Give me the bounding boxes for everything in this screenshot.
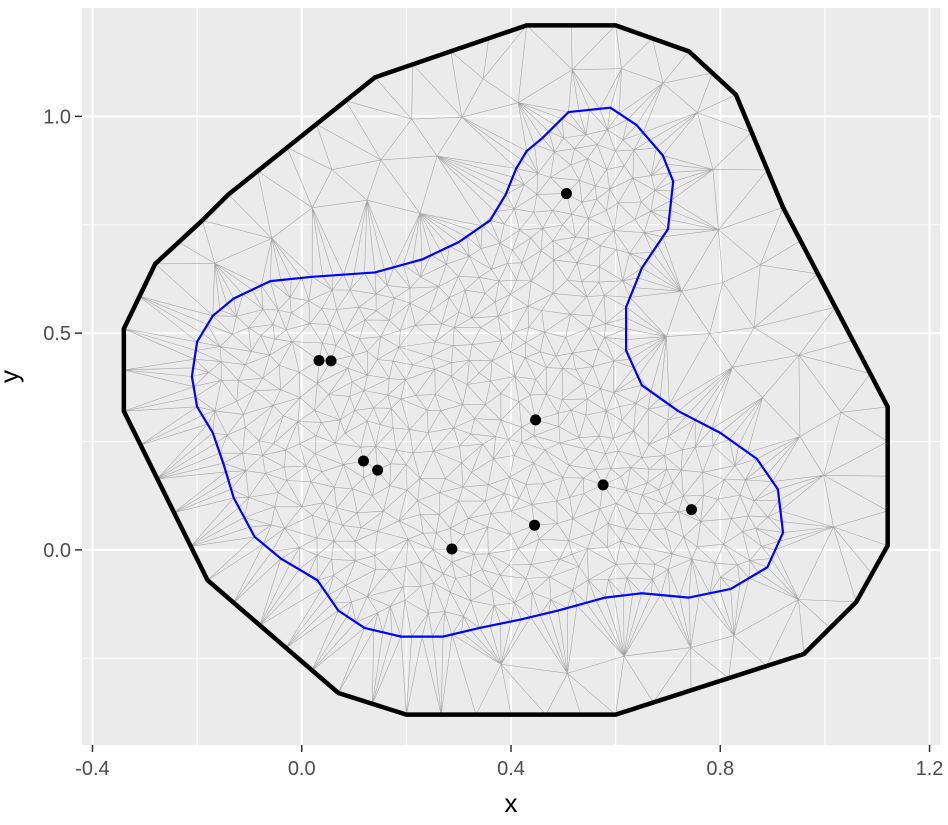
data-point — [446, 543, 458, 555]
y-tick-label: 0.0 — [43, 540, 71, 562]
data-point — [357, 455, 369, 467]
x-tick-label: 0.8 — [706, 758, 734, 780]
data-point — [372, 464, 384, 476]
x-axis: -0.4 0.0 0.4 0.8 1.2 — [75, 745, 943, 780]
data-point — [597, 479, 609, 491]
data-point — [313, 354, 325, 366]
x-tick-label: 1.2 — [916, 758, 944, 780]
data-points — [313, 188, 697, 555]
x-tick-label: 0.4 — [497, 758, 525, 780]
data-point — [529, 519, 541, 531]
x-axis-title: x — [505, 788, 518, 818]
data-point — [685, 504, 697, 516]
outer-boundary — [121, 23, 890, 717]
y-tick-label: 0.5 — [43, 323, 71, 345]
inner-boundary — [190, 106, 785, 638]
y-axis: 0.0 0.5 1.0 — [43, 106, 82, 562]
data-point — [560, 188, 572, 200]
x-tick-label: -0.4 — [75, 758, 109, 780]
data-point — [530, 414, 542, 426]
data-point — [325, 355, 337, 367]
y-tick-label: 1.0 — [43, 106, 71, 128]
y-axis-title: y — [0, 370, 24, 383]
x-tick-label: 0.0 — [288, 758, 316, 780]
